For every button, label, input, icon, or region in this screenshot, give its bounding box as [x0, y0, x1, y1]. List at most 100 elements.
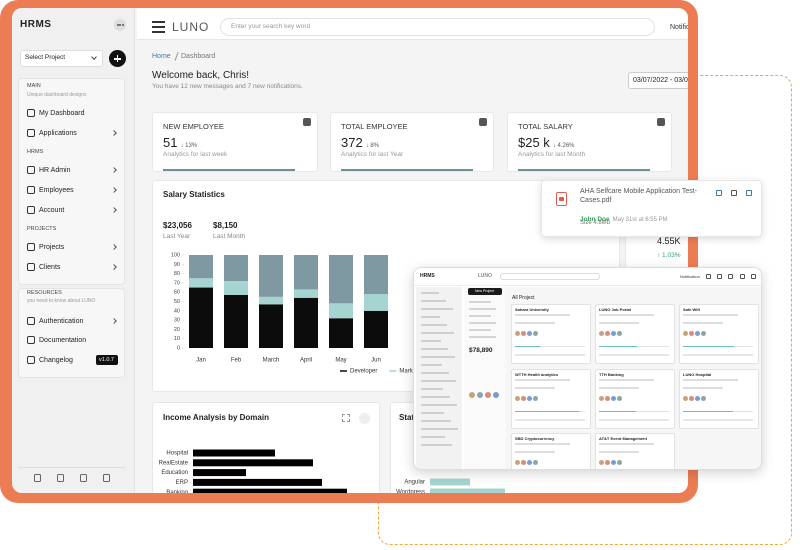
preview-avatar — [515, 460, 520, 465]
preview-menu-line — [421, 372, 449, 374]
breadcrumb-link[interactable]: Home — [152, 53, 171, 60]
breadcrumb-current: Dashboard — [181, 53, 216, 60]
preview-menu-line — [421, 364, 442, 366]
preview-avatar — [493, 392, 499, 398]
menu-item[interactable]: My Dashboard — [39, 109, 85, 117]
preview-notifications: Notification — [680, 274, 700, 279]
menu-icon — [27, 336, 35, 344]
menu-item[interactable]: HR Admin — [39, 166, 71, 174]
legend-label: Developer — [350, 369, 377, 375]
file-action[interactable] — [731, 190, 737, 196]
dot — [119, 24, 121, 26]
stat-change: ↓ 13% — [180, 143, 198, 149]
section-title: RESOURCES — [27, 290, 62, 296]
menu-item[interactable]: Changelog — [39, 356, 73, 364]
date-range-box[interactable] — [628, 72, 688, 89]
sidebar-footer-icon[interactable] — [57, 474, 64, 482]
bar — [193, 478, 322, 486]
preview-text-line — [599, 379, 654, 381]
file-popup — [541, 180, 762, 237]
preview-avatar — [701, 396, 706, 401]
stat-value-row: 51 ↓ 13% — [163, 135, 197, 151]
add-project-button[interactable] — [109, 50, 126, 67]
bar-segment — [364, 310, 388, 348]
preview-menu-line — [421, 340, 441, 342]
preview-text-line — [683, 322, 723, 324]
chart-title: Salary Statistics — [163, 190, 225, 199]
preview-topbar — [414, 268, 761, 286]
stat-caption: Analytics for last week — [163, 151, 228, 158]
more-button[interactable] — [359, 413, 370, 424]
section-title: PROJECTS — [27, 226, 57, 232]
file-action[interactable] — [716, 190, 722, 196]
y-tick-label: 90 — [174, 262, 180, 268]
bar-segment — [259, 255, 283, 297]
stat-value-row: 372 ↓ 8% — [341, 135, 379, 151]
preview-avatar — [469, 392, 475, 398]
preview-column — [464, 287, 506, 469]
preview-avatar — [521, 460, 526, 465]
menu-icon — [27, 243, 35, 251]
preview-list-line — [469, 315, 491, 317]
preview-avatar — [533, 460, 538, 465]
summary-label: Last Year — [163, 233, 191, 240]
bar-segment — [364, 255, 388, 295]
preview-avatar — [689, 331, 694, 336]
dot — [121, 24, 124, 26]
notifications[interactable]: Notifications — [670, 23, 688, 31]
menu-item[interactable]: Account — [39, 206, 65, 214]
project-select[interactable] — [20, 50, 103, 67]
hamburger-bar — [152, 31, 165, 33]
sidebar-footer-icon[interactable] — [34, 474, 41, 482]
preview-text-line — [683, 419, 753, 421]
bar-segment — [259, 304, 283, 348]
preview-text-line — [515, 419, 585, 421]
preview-avatar — [689, 396, 694, 401]
sidebar-footer-icon[interactable] — [80, 474, 87, 482]
welcome-title: Welcome back, Chris! — [152, 70, 250, 81]
preview-avatar — [599, 331, 604, 336]
bar-segment — [224, 294, 248, 348]
menu-item[interactable]: Documentation — [39, 336, 87, 344]
preview-avatar — [527, 460, 532, 465]
preview-project-title: TTH Banking — [599, 372, 624, 377]
stat-value: 51 — [163, 135, 178, 150]
preview-avatar — [617, 331, 622, 336]
category-label: RealEstate — [159, 460, 189, 466]
preview-text-line — [599, 354, 669, 356]
preview-avatar — [515, 396, 520, 401]
stat-icon — [303, 118, 311, 126]
menu-item[interactable]: Authentication — [39, 317, 84, 325]
preview-progress-fill — [515, 346, 540, 348]
preview-avatar — [515, 331, 520, 336]
hamburger-bar — [152, 26, 165, 28]
bar-segment — [189, 287, 213, 348]
preview-progress-track — [515, 346, 585, 348]
preview-menu-line — [421, 404, 457, 406]
x-tick-label: May — [335, 358, 346, 364]
sidebar-menu-button[interactable] — [114, 19, 126, 31]
bar-segment — [189, 255, 213, 279]
sidebar-footer-icon[interactable] — [103, 474, 110, 482]
menu-card — [18, 78, 125, 285]
file-action[interactable] — [746, 190, 752, 196]
pdf-icon — [556, 192, 567, 206]
x-tick-label: Feb — [231, 358, 242, 364]
preview-text-line — [515, 314, 570, 316]
bar-segment — [294, 289, 318, 298]
stat-change: ↓ 8% — [365, 143, 380, 149]
preview-menu-line — [421, 444, 452, 446]
bar-segment — [329, 318, 353, 348]
file-size: Size 4.8Mb — [580, 220, 611, 226]
category-label: Education — [161, 470, 188, 476]
menu-item[interactable]: Applications — [39, 129, 77, 137]
menu-item[interactable]: Employees — [39, 186, 74, 194]
menu-item[interactable]: Projects — [39, 243, 65, 251]
menu-item[interactable]: Clients — [39, 263, 61, 271]
stat-card — [330, 112, 494, 172]
preview-avatar — [599, 396, 604, 401]
expand-icon[interactable] — [342, 414, 350, 422]
search-box[interactable] — [220, 18, 655, 36]
dot — [116, 24, 119, 26]
